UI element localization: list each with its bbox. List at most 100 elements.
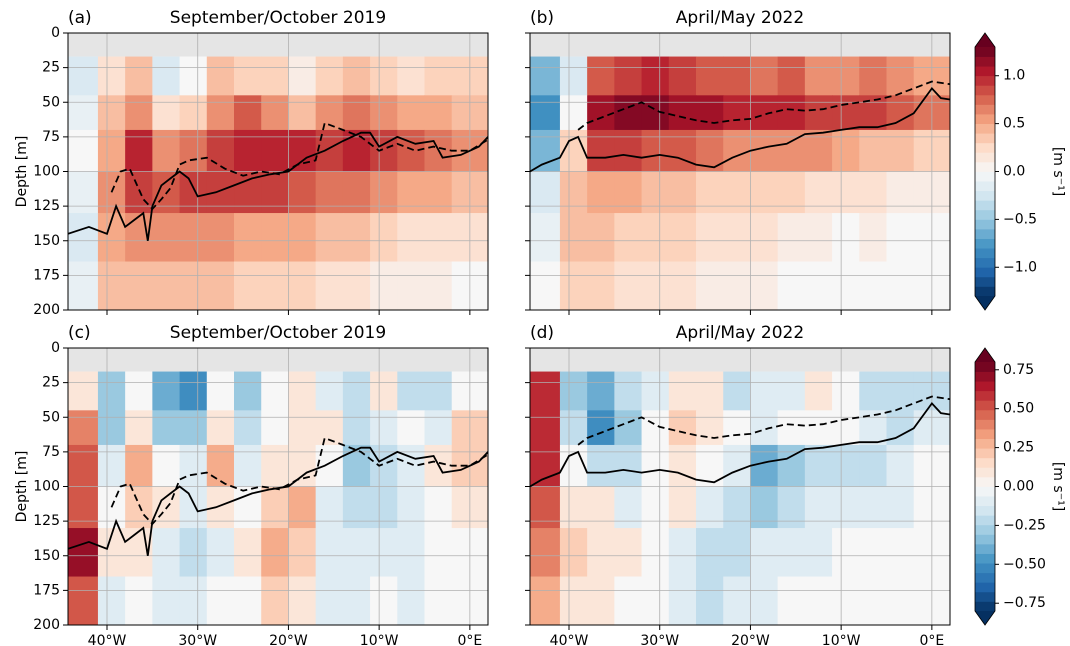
colorbar-level [975,601,995,612]
field-cell [424,56,453,96]
field-cell [152,444,181,487]
field-cell [342,171,371,214]
field-cell [125,576,153,625]
field-cell [696,576,724,625]
y-tick-label: 100 [33,479,60,495]
field-cell [179,576,208,625]
field-cell [342,528,371,578]
field-cell [315,486,344,529]
colorbar-level [975,238,995,249]
field-cell [179,171,208,214]
panel-label: (b) [530,8,554,28]
y-tick-label: 75 [42,129,60,145]
colorbar-level [975,104,995,115]
field-cell [234,410,262,446]
field-cell [179,95,208,131]
field-cell [723,95,751,131]
field-cell [342,371,371,411]
colorbar-tick-label: −0.75 [1003,595,1046,611]
field-cell [668,213,697,263]
field-cell [397,576,426,625]
field-cell [125,95,153,131]
field-cell [614,129,643,172]
field-cell [261,213,289,263]
no-data-band [68,33,488,57]
field-cell [886,171,915,214]
colorbar-level [975,438,995,449]
colorbar-level [975,409,995,420]
field-cell [886,444,915,487]
field-cell [614,576,643,625]
field-cell [750,171,779,214]
field-cell [206,528,235,578]
field-cell [261,576,289,625]
field-cell [804,444,833,487]
field-cell [342,213,371,263]
field-cell [234,486,262,529]
colorbar-extend [975,611,995,625]
field-cell [288,444,317,487]
colorbar-level [975,476,995,487]
field-cell [804,576,833,625]
field-cell [804,56,833,96]
colorbar-level [975,467,995,478]
field-cell [315,371,344,411]
field-cell [641,486,670,529]
colorbar-level [975,209,995,220]
field-cell [68,56,99,96]
field-cell [587,444,615,487]
colorbar-tick-label: −0.25 [1003,517,1046,533]
colorbar-level [975,286,995,297]
x-tick-label: 0°E [919,633,944,646]
field-cell [152,410,181,446]
field-cell [424,95,453,131]
field-cell [723,444,751,487]
field-cell [424,576,453,625]
field-cell [397,371,426,411]
field-cell [886,129,915,172]
field-cell [206,576,235,625]
colorbar-label: [m s⁻¹] [1050,462,1066,511]
field-cell [886,95,915,131]
field-cell [750,444,779,487]
field-cell [723,171,751,214]
colorbar-tick-label: 0.0 [1003,164,1025,180]
field-cell [397,410,426,446]
field-cell [288,56,317,96]
field-cell [97,410,126,446]
y-tick-label: 175 [33,267,60,283]
field-cell [587,486,615,529]
field-cell [804,486,833,529]
x-tick-label: 30°W [640,633,679,646]
field-cell [152,371,181,411]
field-cell [288,371,317,411]
colorbar-level [975,133,995,144]
field-cell [97,371,126,411]
field-cell [832,486,860,529]
field-cell [723,576,751,625]
field-cell [397,213,426,263]
panel-label: (a) [68,8,92,28]
y-axis-label: Depth [m] [14,451,30,523]
depth-line [68,131,488,241]
colorbar-level [975,371,995,382]
field-cell [750,371,779,411]
field-cell [179,129,208,172]
depth-line [530,86,950,173]
field-cell [530,213,561,263]
colorbar-tick-label: 0.50 [1003,401,1034,417]
colorbar-level [975,524,995,535]
field-cell [152,129,181,172]
field-cell [723,129,751,172]
colorbar-extend [975,296,995,310]
field-cell [696,171,724,214]
field-cell [832,410,860,446]
field-cell [668,486,697,529]
field-cell [587,261,615,310]
field-cell [723,261,751,310]
field-cell [68,95,99,131]
field-cell [723,56,751,96]
field-cell [97,95,126,131]
field-cell [723,410,751,446]
